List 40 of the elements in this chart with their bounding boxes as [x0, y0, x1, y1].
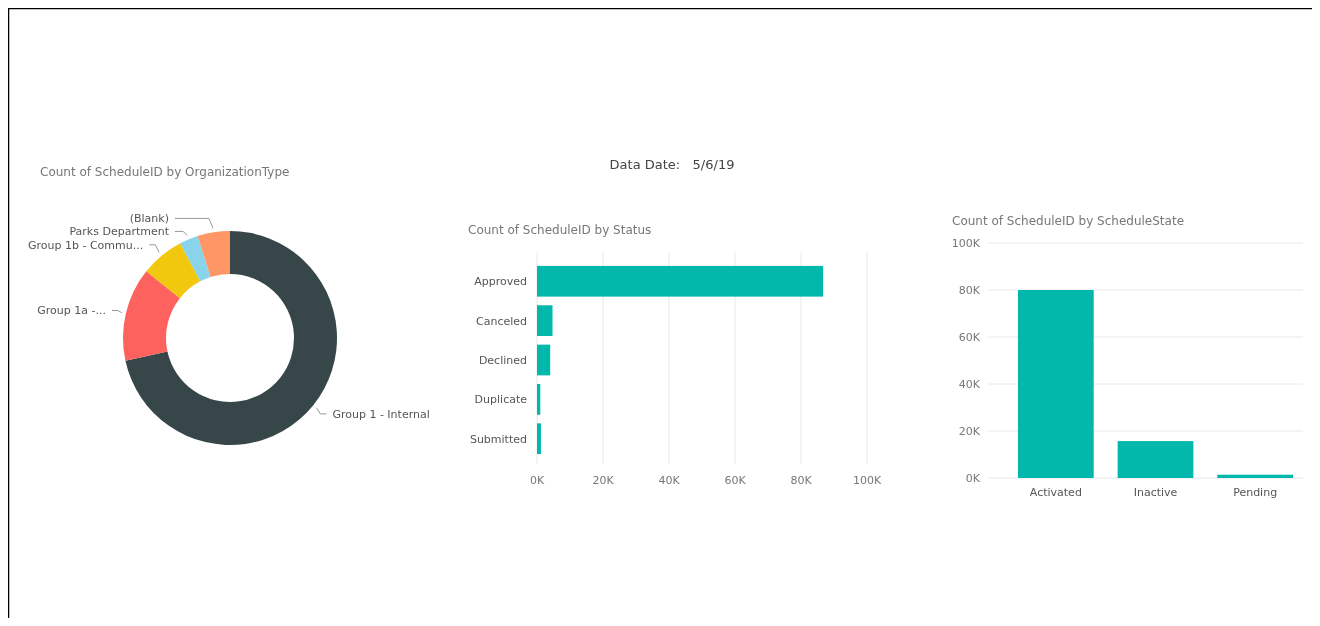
- y-tick-label: 20K: [958, 425, 981, 438]
- bar: [537, 384, 541, 415]
- chart-title: Count of ScheduleID by ScheduleState: [952, 214, 1185, 228]
- bar: [1217, 474, 1294, 478]
- chart-title: Count of ScheduleID by OrganizationType: [40, 165, 290, 179]
- x-tick-label: Activated: [1029, 486, 1082, 499]
- x-tick-label: 100K: [852, 474, 882, 487]
- bar: [537, 423, 541, 455]
- donut-slice: [123, 271, 180, 361]
- y-tick-label: Duplicate: [474, 393, 528, 407]
- bar: [1117, 441, 1194, 478]
- y-tick-label: 60K: [958, 331, 981, 344]
- bar: [1017, 290, 1094, 478]
- x-tick-label: 20K: [592, 474, 615, 487]
- donut-slice: [197, 231, 230, 278]
- slice-label: Group 1a -...: [37, 304, 106, 318]
- x-tick-label: 40K: [658, 474, 681, 487]
- bar: [537, 265, 824, 297]
- y-tick-label: Declined: [478, 354, 527, 367]
- text: Data Date: 5/6/19: [609, 157, 735, 172]
- y-tick-label: Approved: [474, 275, 527, 289]
- chart-title: Count of ScheduleID by Status: [468, 223, 652, 237]
- x-tick-label: 0K: [529, 474, 545, 487]
- x-tick-label: Pending: [1233, 486, 1278, 499]
- y-tick-label: 40K: [958, 378, 981, 391]
- bar: [537, 305, 553, 336]
- bar: [537, 344, 551, 376]
- y-tick-label: 80K: [958, 284, 981, 297]
- slice-label: Group 1b - Commu...: [28, 238, 144, 252]
- y-tick-label: Canceled: [475, 314, 527, 328]
- x-tick-label: 60K: [724, 474, 747, 487]
- donut-slice: [180, 236, 211, 282]
- y-tick-label: 100K: [951, 237, 981, 250]
- slice-label: Parks Department: [69, 225, 170, 239]
- donut-slice: [146, 243, 201, 299]
- slice-label: (Blank): [129, 212, 169, 226]
- x-tick-label: 80K: [790, 474, 813, 487]
- y-tick-label: Submitted: [469, 432, 527, 446]
- slice-label: Group 1 - Internal: [332, 407, 430, 421]
- x-tick-label: Inactive: [1133, 486, 1178, 499]
